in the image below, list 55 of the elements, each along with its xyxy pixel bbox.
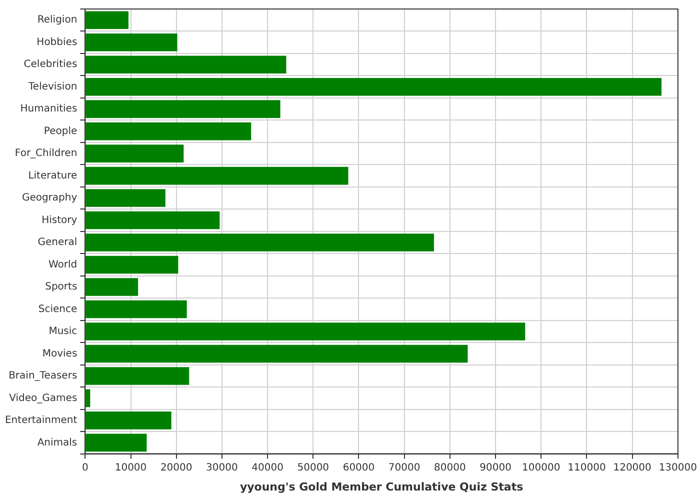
y-tick-label: Humanities [20,104,78,115]
y-tick-label: Movies [42,348,78,360]
y-tick-label: Music [48,326,78,338]
y-tick-label: General [38,237,78,248]
x-tick-label: 30000 [206,462,238,474]
bar [86,33,178,52]
y-tick-label: Celebrities [24,59,78,70]
y-tick-label: Brain_Teasers [8,370,78,382]
bar [86,434,147,452]
x-tick-label: 100000 [522,462,560,474]
y-tick-label: Religion [37,14,78,26]
x-tick-label: 80000 [434,462,466,474]
y-tick-label: Literature [28,170,78,182]
bar [86,100,280,118]
bar [86,78,662,96]
x-tick-label: 20000 [160,462,192,474]
x-tick-label: 120000 [613,462,652,474]
bar [86,322,526,340]
x-tick-label: 50000 [297,462,330,474]
bar [86,189,166,207]
y-tick-label: World [48,259,78,270]
bar [86,300,187,318]
y-tick-label: For_Children [14,148,78,160]
x-tick-label: 60000 [342,462,375,474]
x-tick-label: 110000 [568,462,606,474]
bar [86,211,220,230]
y-tick-label: Sports [45,282,78,293]
x-tick-label: 10000 [114,462,147,474]
bar [86,389,90,408]
y-tick-label: Science [38,304,78,315]
x-tick-label: 0 [82,462,88,474]
y-tick-label: History [42,214,78,226]
y-tick-label: Hobbies [36,36,78,48]
y-tick-label: Video_Games [9,392,78,404]
bar [86,367,190,385]
bar [86,122,252,140]
bar [86,144,184,162]
bar [86,11,128,30]
bar [86,166,348,185]
x-tick-label: 90000 [480,462,512,474]
bar [86,256,178,274]
y-tick-label: Animals [37,437,78,448]
bar [86,234,434,252]
x-axis-title: yyoung's Gold Member Cumulative Quiz Stats [240,480,524,494]
y-tick-label: Geography [22,192,78,204]
bar [86,278,138,296]
x-tick-label: 40000 [252,462,284,474]
y-tick-label: Entertainment [4,415,78,426]
bar [86,412,172,430]
y-tick-label: People [44,126,78,137]
bar [86,344,468,363]
x-tick-label: 130000 [658,462,698,474]
bar [86,56,286,74]
x-tick-label: 70000 [388,462,420,474]
y-tick-label: Television [28,81,78,92]
